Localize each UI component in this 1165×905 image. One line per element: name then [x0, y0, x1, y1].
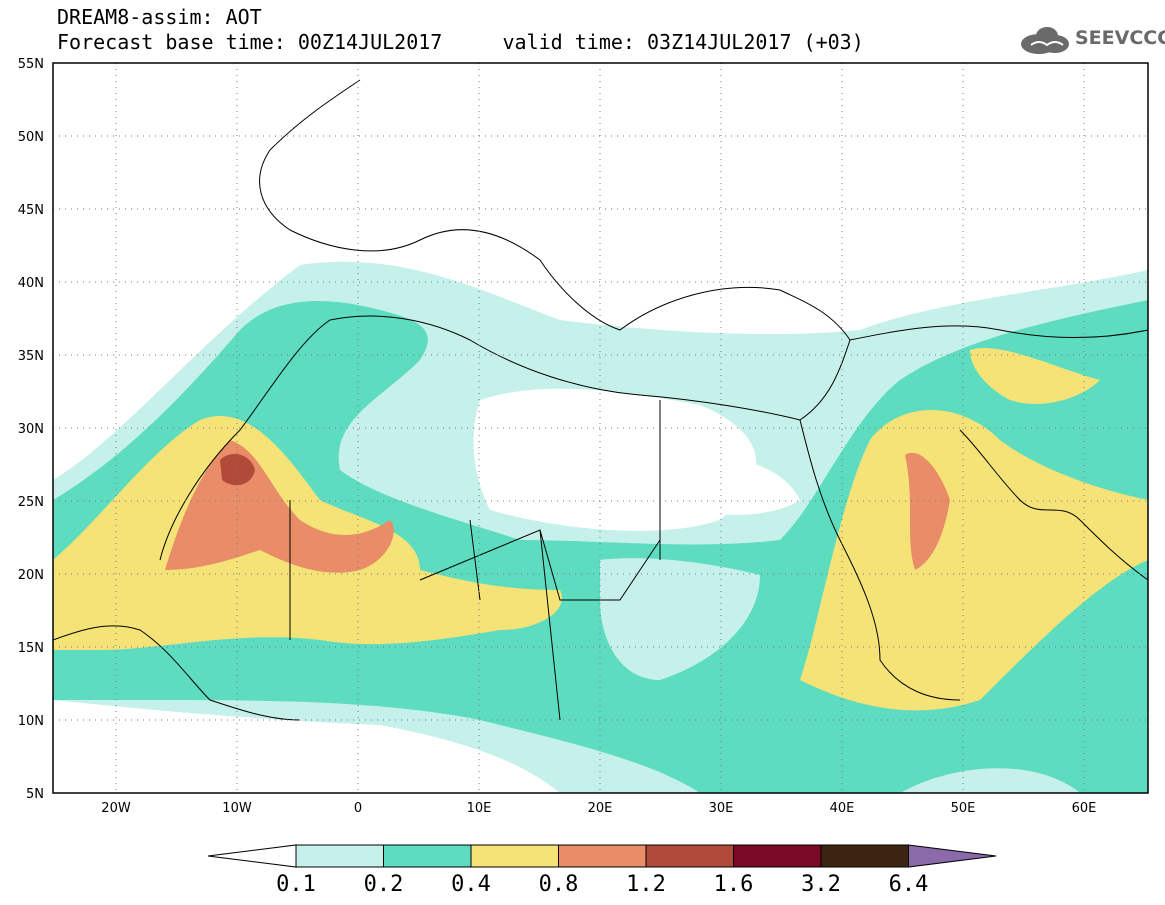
colorbar-label: 6.4 — [888, 872, 929, 897]
colorbar-label: 3.2 — [801, 872, 841, 897]
colorbar-label: 1.6 — [713, 872, 754, 897]
lat-tick-label: 10N — [18, 714, 44, 729]
map-frame — [52, 62, 1149, 794]
map-title: DREAM8-assim: AOT — [57, 5, 262, 29]
colorbar-swatch — [558, 844, 647, 868]
lat-tick-label: 40N — [18, 276, 44, 291]
lon-tick-label: 60E — [1072, 801, 1097, 816]
lon-tick-label: 10E — [467, 801, 492, 816]
lat-tick-label: 35N — [18, 349, 44, 364]
cloud-icon — [1021, 27, 1069, 54]
colorbar-swatch — [470, 844, 559, 868]
lon-tick-label: 10W — [222, 801, 252, 816]
colorbar-swatch — [820, 844, 909, 868]
colorbar-label: 0.2 — [363, 872, 404, 897]
colorbar-label: 0.4 — [451, 872, 491, 897]
aot-field — [53, 261, 1148, 793]
colorbar-label: 1.2 — [626, 872, 666, 897]
seevccc-logo: SEEVCCC — [1017, 22, 1165, 62]
colorbar-swatch — [733, 844, 822, 868]
logo-text: SEEVCCC — [1075, 27, 1165, 49]
lat-tick-label: 15N — [18, 641, 44, 656]
lat-tick-label: 55N — [18, 57, 44, 72]
lat-tick-label: 30N — [18, 422, 44, 437]
colorbar-swatch — [383, 844, 472, 868]
colorbar-swatch — [295, 844, 384, 868]
lat-tick-label: 20N — [18, 568, 44, 583]
lon-tick-label: 0 — [354, 801, 362, 816]
lat-tick-label: 50N — [18, 130, 44, 145]
lat-tick-label: 25N — [18, 495, 44, 510]
lon-tick-label: 50E — [951, 801, 976, 816]
colorbar-label: 0.1 — [276, 872, 316, 897]
colorbar-swatch-below — [207, 844, 297, 868]
lon-tick-label: 20W — [101, 801, 131, 816]
lon-tick-label: 30E — [709, 801, 734, 816]
colorbar-swatch — [645, 844, 734, 868]
forecast-time-subtitle: Forecast base time: 00Z14JUL2017 valid t… — [57, 30, 864, 54]
gridlines — [53, 63, 1148, 793]
lon-tick-label: 40E — [830, 801, 855, 816]
aot-band-1.2 — [220, 454, 255, 486]
lat-axis: 5N 10N 15N 20N 25N 30N 35N 40N 45N 50N 5… — [18, 57, 44, 802]
lat-tick-label: 5N — [26, 787, 44, 802]
colorbar — [207, 844, 997, 868]
colorbar-label: 0.8 — [538, 872, 579, 897]
coastlines — [53, 79, 1148, 721]
lat-tick-label: 45N — [18, 203, 44, 218]
lon-axis: 20W 10W 0 10E 20E 30E 40E 50E 60E — [101, 801, 1096, 816]
colorbar-swatch-above — [908, 844, 997, 868]
lon-tick-label: 20E — [588, 801, 613, 816]
